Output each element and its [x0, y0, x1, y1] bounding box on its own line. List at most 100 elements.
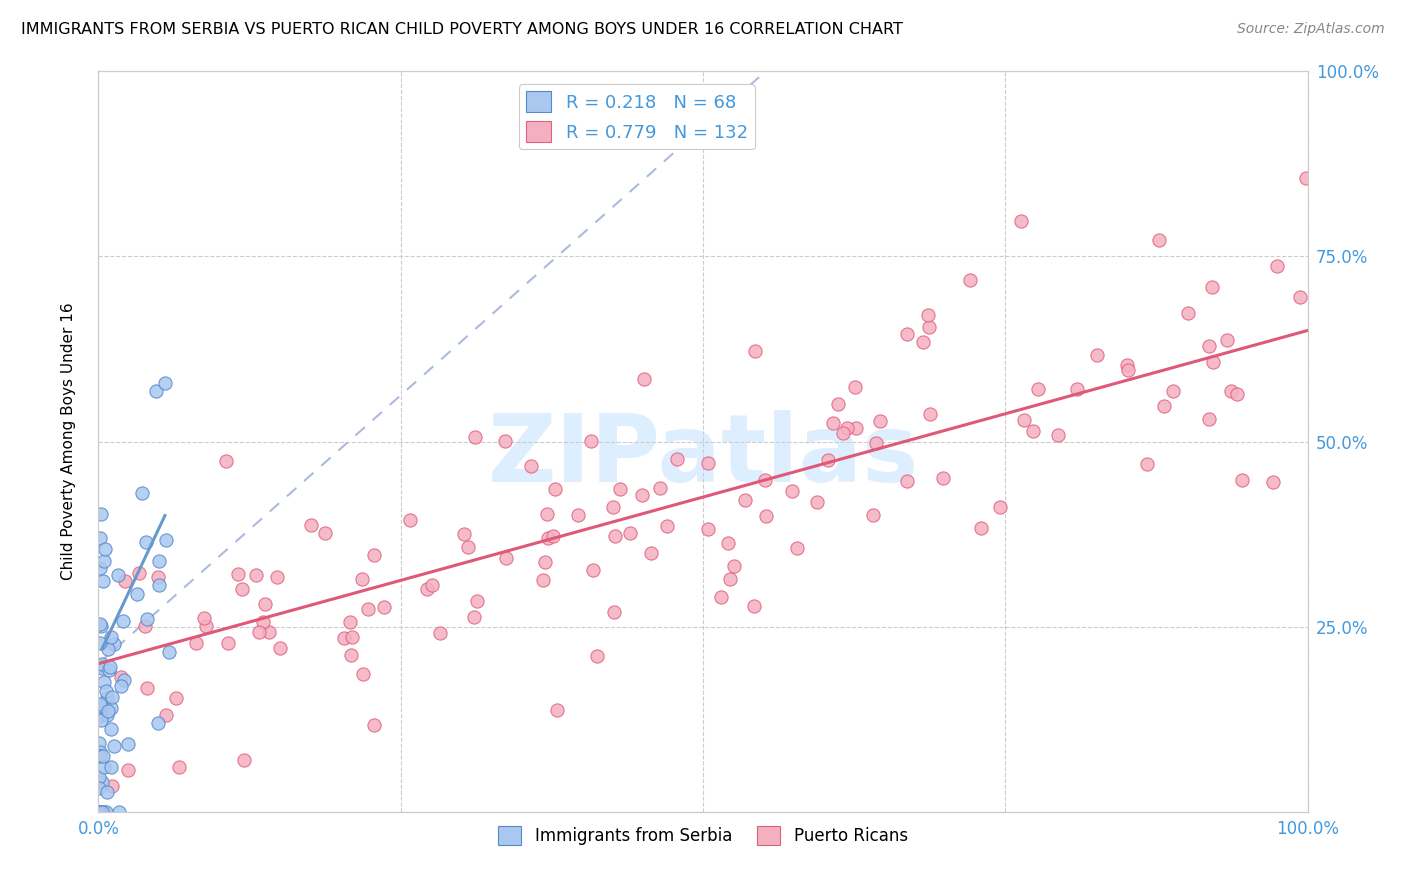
Point — [259, 624, 281, 639]
Point — [531, 574, 554, 588]
Point — [650, 481, 672, 495]
Point — [155, 533, 177, 548]
Point — [89, 697, 111, 711]
Point — [101, 690, 124, 704]
Point — [215, 454, 238, 468]
Point — [247, 625, 270, 640]
Point — [585, 648, 607, 663]
Point — [112, 673, 135, 687]
Point — [494, 434, 516, 448]
Point — [117, 764, 139, 778]
Point — [157, 645, 180, 659]
Point — [89, 805, 111, 819]
Point — [135, 535, 157, 549]
Point — [457, 540, 479, 554]
Point — [744, 343, 766, 358]
Point — [110, 679, 132, 693]
Legend: Immigrants from Serbia, Puerto Ricans: Immigrants from Serbia, Puerto Ricans — [492, 819, 914, 852]
Point — [110, 670, 132, 684]
Point — [89, 561, 111, 575]
Point — [373, 599, 395, 614]
Point — [107, 805, 129, 819]
Text: Source: ZipAtlas.com: Source: ZipAtlas.com — [1237, 22, 1385, 37]
Point — [1261, 475, 1284, 490]
Point — [1115, 358, 1137, 372]
Point — [145, 384, 167, 398]
Point — [697, 522, 720, 536]
Point — [918, 319, 941, 334]
Point — [710, 591, 733, 605]
Point — [89, 531, 111, 545]
Point — [114, 574, 136, 588]
Point — [96, 785, 118, 799]
Point — [918, 407, 941, 421]
Point — [1198, 412, 1220, 426]
Point — [100, 760, 122, 774]
Point — [98, 660, 121, 674]
Point — [1116, 363, 1139, 377]
Point — [717, 535, 740, 549]
Point — [742, 599, 765, 613]
Point — [1066, 382, 1088, 396]
Point — [932, 471, 955, 485]
Point — [148, 715, 170, 730]
Point — [136, 681, 159, 695]
Point — [844, 380, 866, 394]
Point — [87, 781, 110, 796]
Point — [543, 529, 565, 543]
Point — [89, 659, 111, 673]
Point — [93, 760, 115, 774]
Point — [90, 698, 112, 713]
Point — [252, 615, 274, 630]
Point — [254, 597, 277, 611]
Point — [90, 657, 112, 672]
Point — [89, 749, 111, 764]
Point — [148, 554, 170, 568]
Point — [103, 637, 125, 651]
Point — [911, 334, 934, 349]
Point — [96, 684, 118, 698]
Point — [696, 456, 718, 470]
Point — [155, 707, 177, 722]
Point — [363, 548, 385, 562]
Point — [100, 723, 122, 737]
Point — [1201, 280, 1223, 294]
Point — [1289, 290, 1312, 304]
Point — [107, 567, 129, 582]
Point — [89, 709, 111, 723]
Point — [89, 805, 111, 819]
Point — [869, 414, 891, 428]
Point — [1153, 399, 1175, 413]
Point — [1047, 428, 1070, 442]
Point — [117, 737, 139, 751]
Point — [103, 739, 125, 753]
Point — [148, 578, 170, 592]
Point — [93, 699, 115, 714]
Text: ZIPatlas: ZIPatlas — [488, 410, 918, 502]
Point — [1085, 348, 1108, 362]
Point — [1177, 306, 1199, 320]
Point — [97, 642, 120, 657]
Point — [339, 615, 361, 630]
Point — [93, 805, 115, 819]
Point — [97, 663, 120, 677]
Point — [1198, 339, 1220, 353]
Point — [135, 612, 157, 626]
Point — [536, 508, 558, 522]
Point — [619, 526, 641, 541]
Point — [167, 760, 190, 774]
Point — [865, 435, 887, 450]
Point — [896, 474, 918, 488]
Point — [567, 508, 589, 522]
Point — [1295, 171, 1317, 186]
Point — [862, 508, 884, 522]
Point — [228, 566, 250, 581]
Point — [87, 805, 110, 819]
Point — [463, 610, 485, 624]
Point — [93, 541, 115, 556]
Point — [603, 605, 626, 619]
Point — [520, 458, 543, 473]
Point — [91, 574, 114, 588]
Point — [896, 326, 918, 341]
Point — [537, 531, 560, 545]
